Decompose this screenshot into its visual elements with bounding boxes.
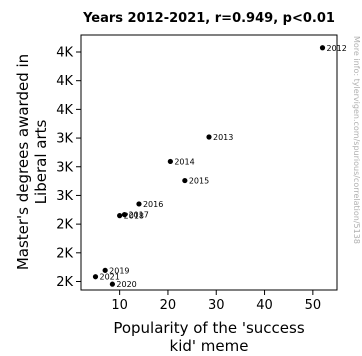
y-tick-label: 4K [56, 46, 73, 61]
y-tick-label: 3K [56, 160, 73, 175]
data-point [136, 201, 142, 207]
point-label: 2020 [116, 280, 136, 289]
x-axis-label-line-1: Popularity of the 'success [113, 319, 305, 337]
y-axis-label-line-2: Liberal arts [32, 120, 50, 205]
point-label: 2021 [99, 273, 119, 282]
watermark: More info: tylervigen.com/spurious/corre… [352, 36, 361, 244]
point-label: 2017 [128, 211, 148, 220]
data-point [121, 211, 128, 218]
data-point [109, 281, 115, 287]
data-point [92, 274, 99, 280]
y-axis-label-line-1: Master's degrees awarded in [14, 54, 32, 270]
plot-frame [80, 34, 338, 291]
point-label: 2019 [109, 266, 129, 275]
x-axis-label-line-2: kid' meme [170, 337, 249, 355]
x-axis-label: Popularity of the 'success kid' meme [113, 319, 305, 355]
x-axis-ticks: 10 20 30 40 50 [111, 290, 321, 313]
data-point [182, 177, 188, 184]
data-point [319, 45, 326, 51]
y-tick-label: 3K [56, 189, 73, 204]
point-label: 2014 [174, 157, 194, 166]
y-tick-label: 4K [56, 103, 73, 118]
data-point [117, 213, 123, 219]
y-tick-label: 4K [56, 74, 73, 89]
point-label: 2018 [124, 212, 144, 221]
x-tick-label: 50 [305, 298, 322, 313]
point-label: 2015 [189, 177, 209, 186]
y-tick-label: 2K [56, 275, 73, 290]
x-tick-label: 10 [111, 298, 128, 313]
point-label: 2016 [143, 200, 163, 209]
data-point [102, 267, 108, 273]
y-tick-label: 2K [56, 218, 73, 233]
data-point [167, 158, 173, 165]
x-tick-label: 30 [208, 298, 225, 313]
data-point [206, 134, 212, 140]
point-label: 2013 [213, 133, 233, 142]
y-axis-ticks: 2K 2K 2K 3K 3K 3K 4K 4K 4K [56, 46, 81, 290]
x-tick-label: 20 [160, 298, 177, 313]
x-tick-label: 40 [256, 298, 273, 313]
y-tick-label: 3K [56, 132, 73, 147]
chart-title: Years 2012-2021, r=0.949, p<0.01 [82, 11, 335, 26]
y-tick-label: 2K [56, 246, 73, 261]
point-label: 2012 [327, 44, 347, 53]
y-axis-label: Master's degrees awarded in Liberal arts [14, 54, 50, 270]
